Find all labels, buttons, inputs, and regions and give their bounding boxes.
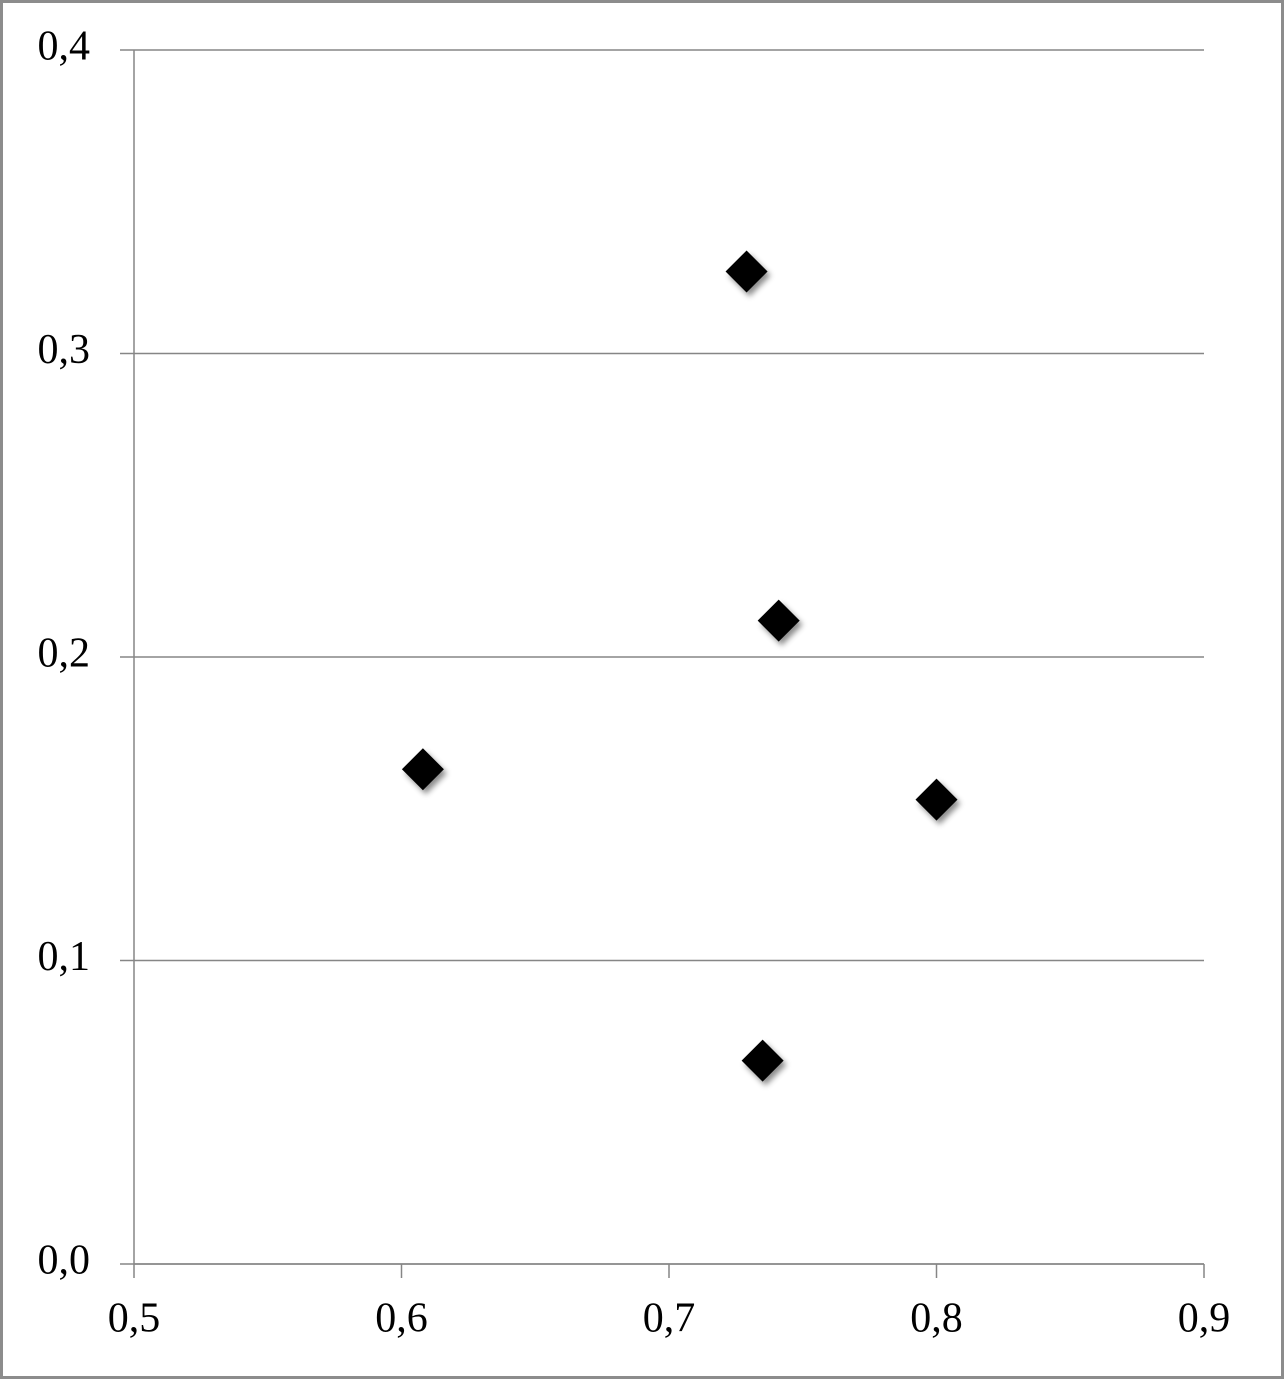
x-tick-label: 0,7 [643,1296,696,1342]
data-point [725,250,768,293]
data-point [401,748,444,791]
data-point [915,778,958,821]
data-point [757,599,800,642]
x-tick-label: 0,9 [1178,1296,1231,1342]
y-tick-label: 0,0 [38,1238,91,1284]
x-tick-label: 0,5 [108,1296,161,1342]
x-tick-label: 0,8 [910,1296,963,1342]
y-tick-label: 0,4 [38,24,91,70]
y-tick-label: 0,3 [38,327,91,373]
y-tick-label: 0,2 [38,631,91,677]
y-tick-label: 0,1 [38,934,91,980]
x-tick-label: 0,6 [375,1296,428,1342]
data-point [741,1039,784,1082]
